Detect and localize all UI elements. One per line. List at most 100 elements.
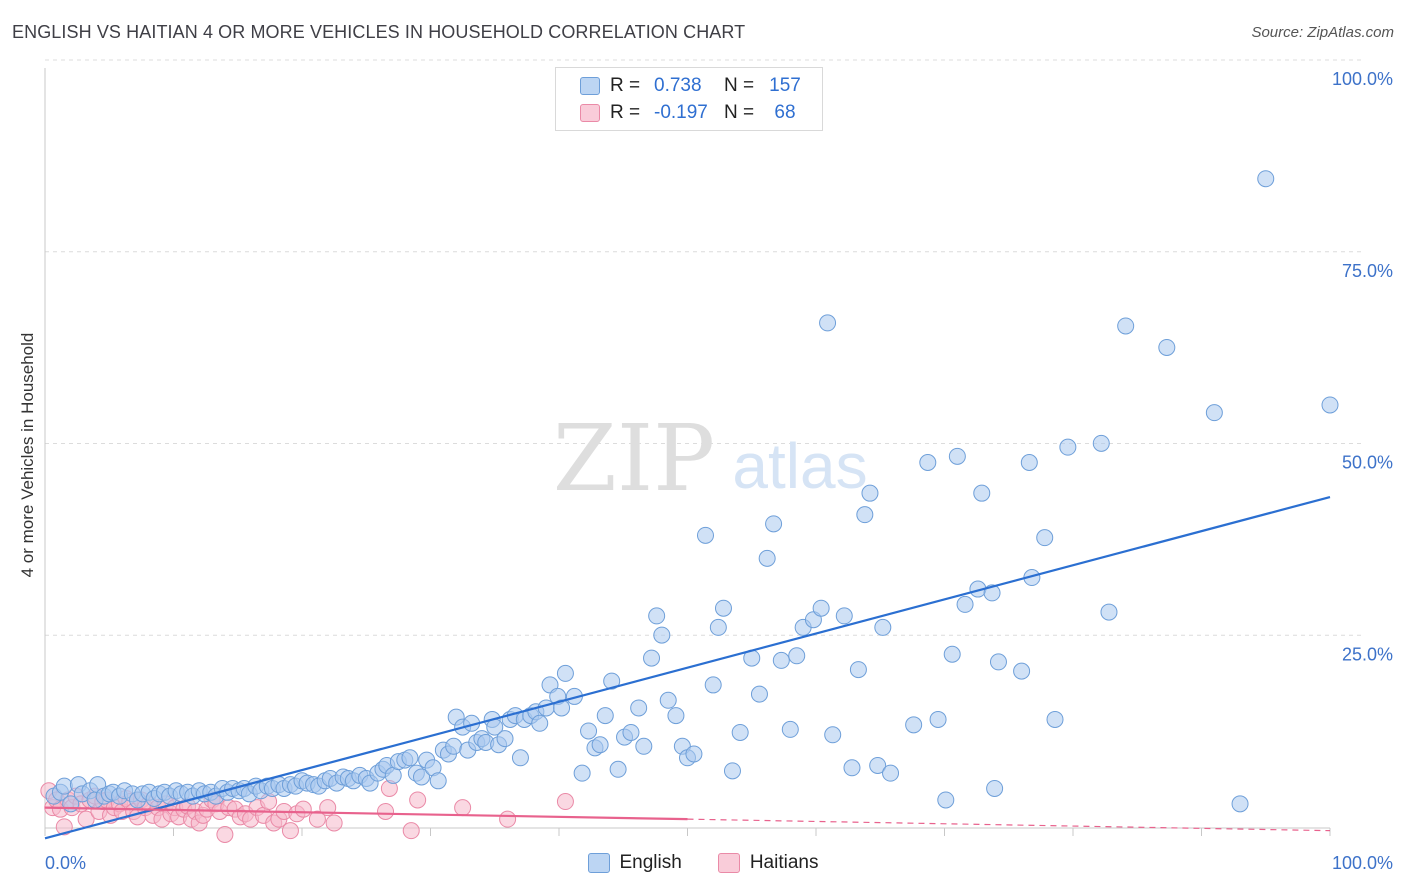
english-point <box>511 749 529 767</box>
english-point <box>824 726 842 744</box>
haitians-point <box>499 810 517 828</box>
legend-haitians-label: Haitians <box>749 852 819 873</box>
english-r-value: 0.738 <box>654 75 702 96</box>
english-point <box>413 768 431 786</box>
english-point <box>905 716 923 734</box>
english-point <box>835 607 853 625</box>
english-point <box>667 707 685 725</box>
haitians-point <box>402 822 420 840</box>
english-point <box>603 672 621 690</box>
haitians-point <box>454 799 472 817</box>
english-point <box>765 515 783 533</box>
english-point <box>812 599 830 617</box>
english-point <box>956 595 974 613</box>
y-tick-label: 50.0% <box>1342 453 1393 473</box>
english-point <box>696 526 714 544</box>
english-point <box>1231 795 1249 813</box>
english-point <box>986 779 1004 797</box>
haitians-point <box>308 810 326 828</box>
haitians-trend-extension <box>687 818 1331 832</box>
english-point <box>819 314 837 332</box>
english-point <box>723 762 741 780</box>
english-point <box>445 737 463 755</box>
english-point <box>1046 710 1064 728</box>
english-point <box>973 484 991 502</box>
english-point <box>653 626 671 644</box>
english-point <box>596 707 614 725</box>
axes <box>44 68 1331 836</box>
source-label: Source: ZipAtlas.com <box>1251 24 1394 41</box>
haitians-trend-line <box>44 806 688 821</box>
english-point <box>772 651 790 669</box>
english-swatch <box>580 77 600 95</box>
english-point <box>937 791 955 809</box>
y-tick-label: 100.0% <box>1332 69 1393 89</box>
english-point <box>948 447 966 465</box>
haitians-point <box>294 800 312 818</box>
english-point <box>874 618 892 636</box>
gridlines <box>45 59 1365 636</box>
english-trend-line <box>44 495 1331 840</box>
haitians-point <box>325 814 343 832</box>
english-point <box>1092 434 1110 452</box>
english-point <box>591 736 609 754</box>
haitians-point <box>556 793 574 811</box>
english-point <box>929 710 947 728</box>
chart-title: ENGLISH VS HAITIAN 4 OR MORE VEHICLES IN… <box>12 22 746 42</box>
english-point <box>750 685 768 703</box>
english-point <box>401 749 419 767</box>
tick-labels: 100.0% 75.0% 50.0% 25.0% 0.0% 100.0% <box>45 69 1393 873</box>
english-point <box>573 764 591 782</box>
legend-english-label: English <box>619 852 682 873</box>
y-axis-title: 4 or more Vehicles in Household <box>18 332 37 578</box>
english-point <box>1036 529 1054 547</box>
haitians-point <box>216 825 234 843</box>
legend-item-english[interactable]: English <box>587 852 682 874</box>
legend-english-swatch <box>587 853 610 873</box>
english-point <box>1117 317 1135 335</box>
english-point <box>659 691 677 709</box>
english-point <box>843 759 861 777</box>
english-point <box>989 653 1007 671</box>
english-point <box>643 649 661 667</box>
english-point <box>709 618 727 636</box>
trend-lines <box>44 495 1331 840</box>
english-point <box>869 756 887 774</box>
english-point <box>1205 404 1223 422</box>
watermark: ZIP atlas <box>553 405 868 512</box>
english-point <box>496 730 514 748</box>
haitians-n-value: 68 <box>774 102 796 123</box>
english-point <box>714 599 732 617</box>
english-point <box>861 484 879 502</box>
english-point <box>556 664 574 682</box>
watermark-zip: ZIP <box>553 405 715 512</box>
haitians-swatch <box>580 104 600 122</box>
english-n-value: 157 <box>769 75 801 96</box>
english-point <box>1100 603 1118 621</box>
stats-row-english: R = 0.738 N = 157 <box>556 73 810 99</box>
english-point <box>429 772 447 790</box>
english-point <box>648 607 666 625</box>
haitians-r-label: R = <box>610 102 641 123</box>
legend-haitians-swatch <box>717 853 740 873</box>
english-point <box>1013 662 1031 680</box>
stats-box: R = 0.738 N = 157 R = -0.197 N = 68 <box>555 67 823 131</box>
x-tick-label: 0.0% <box>45 853 86 873</box>
haitians-point <box>55 818 73 836</box>
stats-row-haitians: R = -0.197 N = 68 <box>556 100 810 126</box>
english-point <box>731 723 749 741</box>
english-point <box>609 760 627 778</box>
haitians-point <box>409 791 427 809</box>
english-point <box>55 777 73 795</box>
english-point <box>758 549 776 567</box>
english-point <box>788 647 806 665</box>
legend-item-haitians[interactable]: Haitians <box>717 852 819 874</box>
haitians-n-label: N = <box>724 102 755 123</box>
y-tick-label: 75.0% <box>1342 261 1393 281</box>
english-point <box>849 661 867 679</box>
english-n-label: N = <box>724 75 755 96</box>
english-point <box>630 699 648 717</box>
legend: English Haitians <box>0 852 1406 874</box>
english-point <box>704 676 722 694</box>
